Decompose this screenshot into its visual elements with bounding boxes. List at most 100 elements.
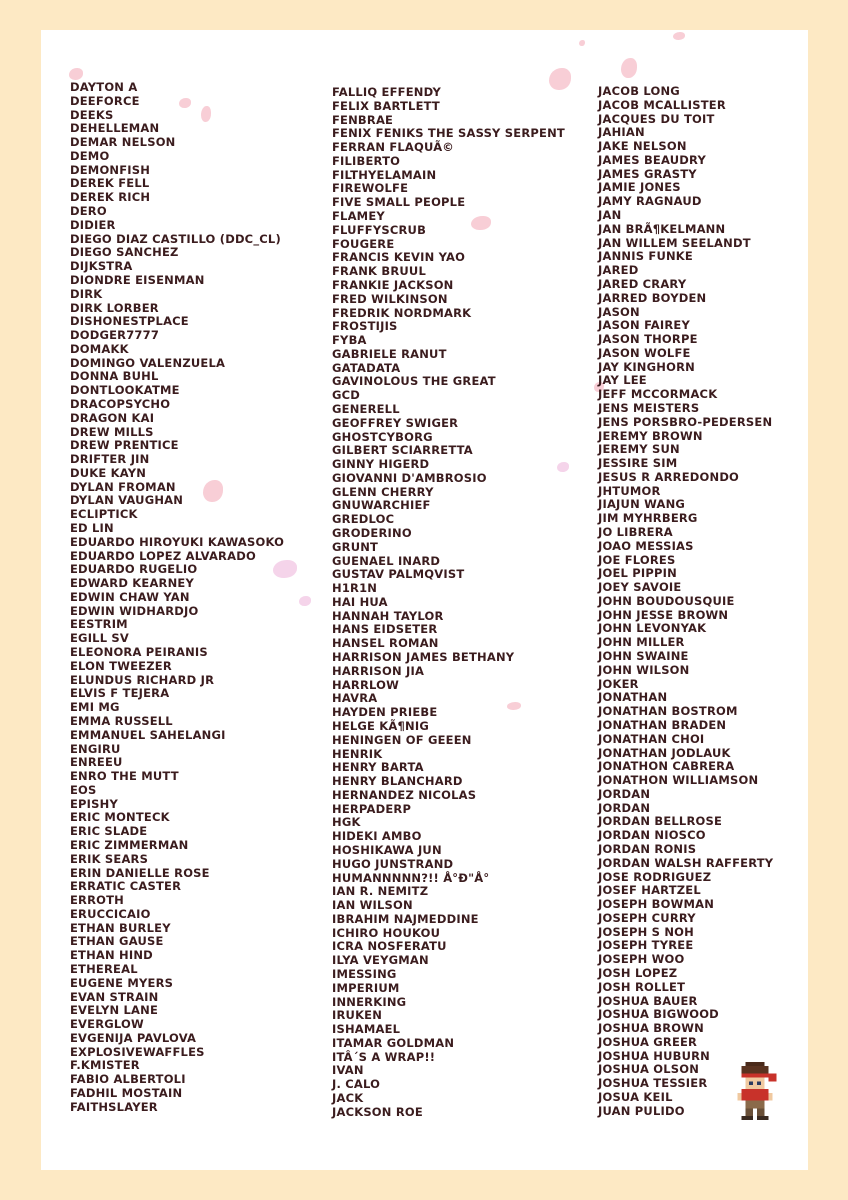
credits-column-2: FALLIQ EFFENDY FELIX BARTLETT FENBRAE FENIX… [332,85,565,1120]
credit-name: ETHAN HIND [70,948,153,963]
petal-decoration [179,98,191,108]
credit-name: ELON TWEEZER [70,658,172,673]
credit-name: DERO [70,204,107,219]
credit-name: IVAN [332,1063,364,1078]
credit-name: DISHONESTPLACE [70,314,189,329]
credit-name: DYLAN FROMAN [70,479,176,494]
credit-name: DYLAN VAUGHAN [70,493,184,508]
credit-name: EPISHY [70,796,118,811]
credit-name: EVERGLOW [70,1017,144,1032]
credit-name: DOMINGO VALENZUELA [70,355,226,370]
credit-name: DEMAR NELSON [70,135,176,150]
credit-name: JARRED BOYDEN [598,290,707,305]
credit-name: JOHN JESSE BROWN [598,607,729,622]
credit-name: JAMES BEAUDRY [598,152,706,167]
credit-name: JASON WOLFE [598,345,691,360]
credit-name: EVAN STRAIN [70,989,159,1004]
credit-name: HIDEKI AMBO [332,829,422,844]
credit-name: JAN [598,208,622,223]
petal-decoration [273,560,297,578]
credit-name: JEREMY BROWN [598,428,703,443]
credit-name: JASON THORPE [598,332,698,347]
credit-name: JOHN BOUDOUSQUIE [598,593,735,608]
credit-name: FLAMEY [332,209,385,224]
pixel-character-icon [737,1062,777,1120]
credit-name: INNERKING [332,994,407,1009]
credit-name: EMMANUEL SAHELANGI [70,727,226,742]
credit-name: FRED WILKINSON [332,291,448,306]
credit-name: GCD [332,388,361,403]
credit-name: ERIC ZIMMERMAN [70,837,189,852]
credit-name: ISHAMAEL [332,1022,401,1037]
credit-name: ERIC MONTECK [70,810,170,825]
credit-name: ELVIS F TEJERA [70,686,170,701]
credit-name: JOKER [598,676,639,691]
credit-name: EDUARDO HIROYUKI KAWASOKO [70,534,285,549]
credit-name: DIRK LORBER [70,300,159,315]
credit-name: ERIC SLADE [70,824,148,839]
credit-name: GINNY HIGERD [332,457,430,472]
credit-name: JORDAN NIOSCO [598,828,706,843]
credit-name: FAITHSLAYER [70,1099,158,1114]
credit-name: IMESSING [332,967,397,981]
credit-name: JORDAN BELLROSE [598,814,723,829]
credit-name: IBRAHIM NAJMEDDINE [332,911,479,926]
credit-name: DRIFTER JIN [70,452,150,467]
credit-name: DEMONFISH [70,162,151,177]
credit-name: DEEKS [70,107,114,122]
credit-name: JONATHON WILLIAMSON [598,773,759,788]
petal-decoration [579,40,585,46]
credit-name: DIEGO SANCHEZ [70,245,179,260]
credit-name: FREDRIK NORDMARK [332,305,472,320]
credit-name: HENINGEN OF GEEEN [332,732,472,747]
credit-name: EVELYN LANE [70,1003,159,1018]
credit-name: HGK [332,815,361,830]
credit-name: EMMA RUSSELL [70,713,173,728]
credit-name: ETHAN BURLEY [70,920,171,935]
petal-decoration [203,480,223,502]
credit-name: JASON FAIREY [598,318,691,333]
credit-name: GAVINOLOUS THE GREAT [332,374,496,389]
credit-name: ICHIRO HOUKOU [332,925,441,940]
credit-name: DEHELLEMAN [70,121,160,136]
credit-name: FRANKIE JACKSON [332,277,454,292]
credit-name: FRANK BRUUL [332,264,426,279]
credit-name: FOUGERE [332,236,395,251]
credit-name: JIAJUN WANG [598,497,686,512]
credit-name: JOSHUA BAUER [598,993,698,1008]
credit-name: HARRISON JAMES BETHANY [332,650,515,665]
credit-name: JONATHAN CHOI [598,731,705,746]
credit-name: IMPERIUM [332,980,400,995]
credit-name: DEMO [70,148,110,163]
credit-name: FYBA [332,333,367,348]
credit-name: EMI MG [70,700,120,715]
credit-name: JORDAN [598,786,651,801]
credit-name: HERNANDEZ NICOLAS [332,787,477,802]
credit-name: HANS EIDSETER [332,622,438,637]
credit-name: ERRATIC CASTER [70,879,182,894]
credit-name: JONATHON CABRERA [598,759,735,774]
credit-name: DREW MILLS [70,424,154,439]
credit-name: ERIN DANIELLE ROSE [70,865,210,880]
credit-name: GUENAEL INARD [332,553,441,568]
credit-name: DIJKSTRA [70,259,133,274]
credit-name: JACOB MCALLISTER [598,97,726,112]
credit-name: FADHIL MOSTAIN [70,1086,183,1101]
credit-name: JEFF MCCORMACK [598,387,718,402]
credit-name: JACQUES DU TOIT [598,111,715,126]
credit-name: GEOFFREY SWIGER [332,415,459,430]
petal-decoration [507,702,521,710]
credit-name: JASON [598,304,640,319]
credit-name: JOHN MILLER [598,635,685,650]
petal-decoration [549,68,571,90]
credit-name: FELIX BARTLETT [332,98,440,113]
credit-name: JACOB LONG [598,84,680,98]
credit-name: JAY LEE [598,373,647,388]
credits-column-1: DAYTON A DEEFORCE DEEKS DEHELLEMAN DEMAR NEL… [70,80,285,1115]
petal-decoration [673,32,685,40]
credit-name: EESTRIM [70,617,128,632]
credit-name: GUSTAV PALMQVIST [332,567,465,582]
credit-name: JORDAN WALSH RAFFERTY [598,855,774,870]
credit-name: EDWIN WIDHARDJO [70,603,199,618]
credit-name: GREDLOC [332,512,395,527]
